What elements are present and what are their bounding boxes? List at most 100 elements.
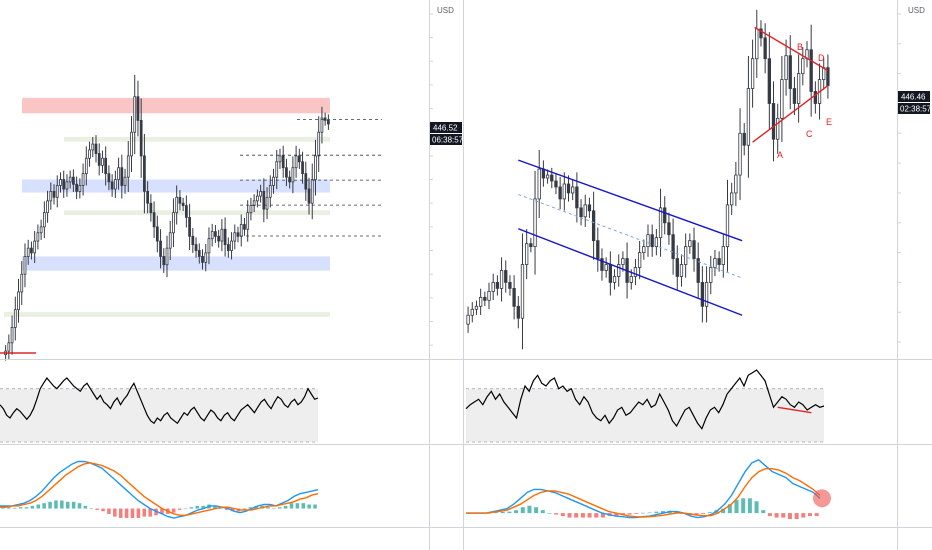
macd-histogram-bar — [183, 508, 188, 510]
right-last-price: 446.46 — [901, 93, 926, 102]
candle-body — [81, 173, 85, 186]
candle-body — [126, 155, 130, 178]
candle-body — [281, 155, 285, 169]
macd-histogram-bar — [574, 513, 579, 518]
candle-body — [721, 246, 725, 265]
candle-body — [191, 235, 195, 246]
candle-body — [181, 202, 185, 206]
macd-histogram-bar — [600, 513, 605, 518]
macd-histogram-bar — [272, 508, 276, 510]
rsi-divergence-line — [777, 406, 812, 414]
candle-body — [700, 282, 705, 307]
candle-body — [658, 207, 663, 239]
macd-histogram-bar — [177, 508, 182, 510]
candle-body — [529, 243, 533, 248]
macd-histogram-bar — [89, 508, 94, 510]
macd-histogram-bar — [807, 513, 812, 517]
candle-body — [600, 258, 604, 271]
candle-body — [133, 96, 137, 133]
macd-histogram-bar — [614, 513, 619, 517]
left-macd-pane[interactable] — [0, 460, 319, 519]
macd-histogram-bar — [747, 498, 752, 514]
candle-body — [285, 167, 288, 178]
price-zone-green — [64, 210, 330, 216]
candle-body — [713, 258, 717, 268]
macd-histogram-bar — [12, 507, 17, 509]
candle-body — [20, 273, 24, 293]
right-rsi-pane[interactable] — [465, 369, 825, 443]
candle-body — [826, 67, 830, 86]
candle-body — [59, 179, 62, 186]
channel-mid-line — [518, 193, 743, 279]
candle-body — [583, 204, 587, 218]
macd-histogram-bar — [7, 507, 11, 509]
candle-body — [84, 157, 88, 175]
candle-body — [478, 296, 483, 307]
right-macd-pane[interactable] — [466, 458, 831, 520]
macd-histogram-bar — [781, 513, 786, 518]
candle-body — [159, 240, 162, 257]
candle-body — [608, 264, 613, 283]
candle-body — [259, 190, 262, 197]
candle-body — [550, 174, 554, 182]
candle-body — [88, 149, 91, 159]
macd-histogram-bar — [142, 508, 147, 517]
candle-body — [684, 246, 688, 265]
left-rsi-pane[interactable] — [0, 376, 319, 443]
candle-body — [49, 190, 53, 202]
rsi-band — [466, 388, 824, 442]
macd-histogram-bar — [148, 508, 152, 517]
candle-body — [291, 167, 295, 183]
candle-body — [637, 252, 642, 268]
right-last-price-tag: 446.46 02:38:57 — [898, 91, 932, 114]
macd-histogram-bar — [313, 504, 317, 509]
candle-body — [178, 196, 182, 204]
macd-histogram-bar — [640, 512, 646, 514]
candle-body — [545, 174, 550, 179]
left-price-pane[interactable] — [0, 13, 433, 361]
candle-body — [617, 264, 621, 277]
macd-histogram-bar — [487, 513, 492, 514]
candle-body — [709, 267, 713, 283]
candle-body — [495, 282, 500, 289]
candle-body — [33, 240, 37, 254]
candle-body — [152, 212, 156, 228]
candle-body — [62, 179, 66, 190]
candle-body — [201, 256, 204, 263]
macd-histogram-bar — [627, 513, 632, 515]
candle-body — [504, 270, 508, 283]
candle-body — [317, 131, 321, 157]
candle-body — [304, 173, 308, 190]
macd-histogram-bar — [654, 511, 659, 514]
candle-body — [796, 73, 801, 104]
macd-histogram-bar — [801, 513, 806, 518]
price-zone-blue — [22, 256, 330, 271]
candle-body — [483, 296, 487, 301]
candle-body — [36, 232, 40, 242]
macd-histogram-bar — [587, 513, 592, 518]
candle-body — [275, 161, 279, 178]
macd-histogram-bar — [301, 503, 306, 509]
candle-body — [767, 58, 771, 104]
candle-body — [13, 309, 17, 328]
right-price-pane[interactable] — [466, 9, 901, 350]
candle-body — [265, 196, 269, 210]
candle-body — [667, 222, 671, 236]
macd-histogram-bar — [277, 507, 282, 509]
macd-histogram-bar — [761, 510, 766, 514]
candle-body — [621, 258, 625, 265]
candle-body — [738, 132, 742, 176]
candle-body — [688, 240, 692, 248]
candle-body — [750, 58, 755, 89]
candle-body — [516, 305, 520, 319]
candle-body — [204, 252, 208, 263]
candle-body — [571, 186, 575, 194]
left-countdown: 06:38:57 — [432, 136, 464, 145]
macd-histogram-bar — [307, 504, 311, 509]
pattern-label-d: D — [818, 53, 825, 63]
candle-body — [30, 247, 33, 254]
candle-body — [604, 264, 608, 271]
macd-histogram-bar — [787, 513, 792, 520]
candle-body — [252, 200, 256, 206]
